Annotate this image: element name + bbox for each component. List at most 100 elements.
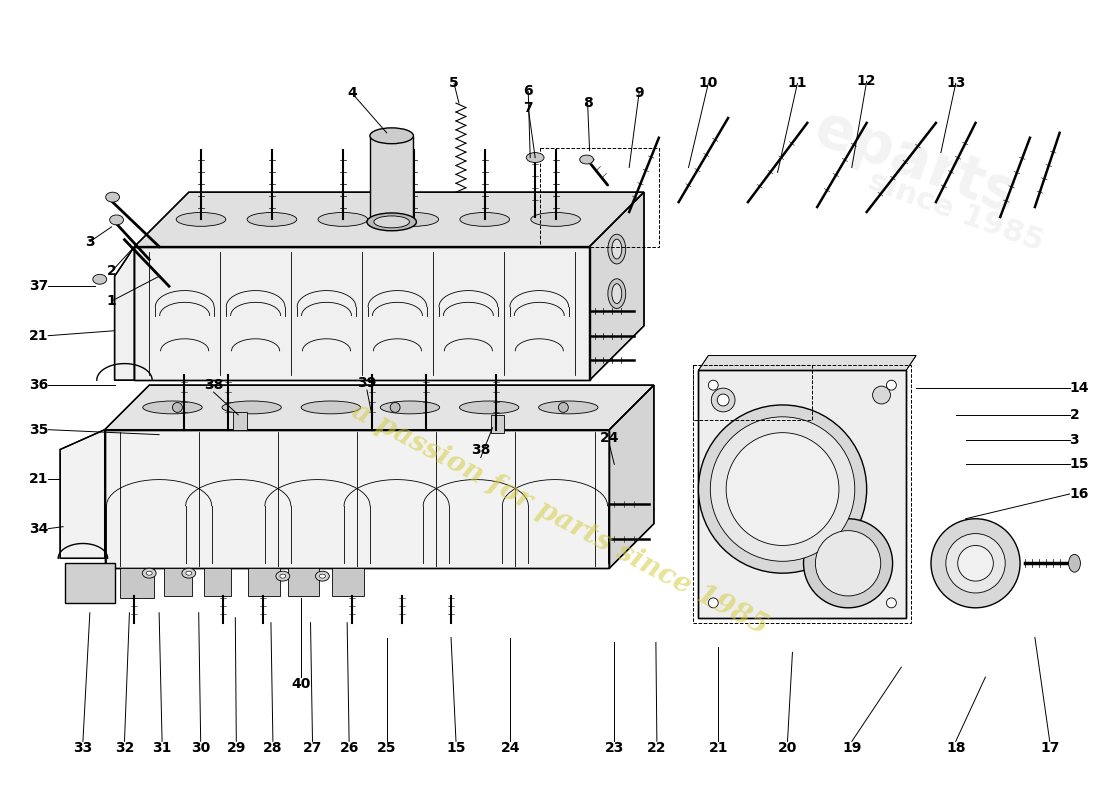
Ellipse shape (612, 239, 621, 259)
Text: 2: 2 (1069, 408, 1079, 422)
Ellipse shape (460, 213, 509, 226)
Circle shape (711, 417, 855, 562)
Text: 12: 12 (857, 74, 877, 88)
Ellipse shape (279, 574, 286, 578)
Ellipse shape (608, 278, 626, 309)
Text: 21: 21 (29, 472, 48, 486)
Circle shape (815, 530, 881, 596)
Text: 15: 15 (1069, 458, 1089, 471)
Circle shape (887, 598, 896, 608)
Ellipse shape (301, 401, 361, 414)
Text: 40: 40 (290, 677, 310, 691)
Bar (249, 568, 279, 596)
Circle shape (390, 402, 400, 412)
Ellipse shape (367, 213, 417, 230)
Text: since 1985: since 1985 (864, 166, 1047, 257)
Text: 14: 14 (1069, 381, 1089, 395)
Text: 17: 17 (1041, 742, 1059, 755)
Polygon shape (609, 385, 653, 568)
Bar (491, 415, 505, 433)
Polygon shape (104, 430, 609, 568)
Ellipse shape (276, 571, 289, 581)
Bar (693, 366, 812, 420)
Circle shape (726, 433, 839, 546)
Circle shape (173, 402, 183, 412)
Bar (332, 568, 364, 596)
Ellipse shape (460, 401, 519, 414)
Ellipse shape (608, 234, 626, 264)
Bar (540, 148, 659, 246)
Ellipse shape (110, 215, 123, 225)
Text: 38: 38 (204, 378, 223, 392)
Ellipse shape (222, 401, 282, 414)
Text: 23: 23 (605, 742, 624, 755)
Polygon shape (114, 246, 134, 380)
Text: 33: 33 (74, 742, 92, 755)
Ellipse shape (531, 213, 581, 226)
Text: 22: 22 (647, 742, 667, 755)
Text: 20: 20 (778, 742, 798, 755)
Text: 34: 34 (29, 522, 48, 536)
Bar (65, 563, 114, 603)
Ellipse shape (106, 192, 120, 202)
Bar (693, 366, 911, 622)
Circle shape (803, 518, 892, 608)
Polygon shape (134, 192, 644, 246)
Text: 24: 24 (600, 430, 619, 445)
Ellipse shape (182, 568, 196, 578)
Text: 35: 35 (29, 422, 48, 437)
Text: 31: 31 (153, 742, 172, 755)
Bar (233, 412, 248, 430)
Ellipse shape (612, 284, 621, 303)
Text: 19: 19 (843, 742, 861, 755)
Ellipse shape (316, 571, 329, 581)
Text: a passion for parts since 1985: a passion for parts since 1985 (348, 397, 772, 640)
Circle shape (887, 380, 896, 390)
Ellipse shape (539, 401, 598, 414)
Text: 6: 6 (524, 84, 534, 98)
Ellipse shape (319, 574, 326, 578)
Text: 3: 3 (85, 234, 95, 249)
Ellipse shape (186, 571, 191, 575)
Text: 26: 26 (340, 742, 359, 755)
Ellipse shape (580, 155, 594, 164)
Ellipse shape (176, 213, 226, 226)
Text: 8: 8 (583, 96, 593, 110)
Ellipse shape (142, 568, 156, 578)
Text: 29: 29 (227, 742, 246, 755)
Polygon shape (104, 385, 653, 430)
Text: 1: 1 (107, 294, 117, 308)
Text: 16: 16 (1069, 487, 1089, 501)
Text: 11: 11 (788, 76, 807, 90)
Circle shape (958, 546, 993, 581)
Text: 4: 4 (348, 86, 358, 100)
Circle shape (708, 598, 718, 608)
Text: 9: 9 (635, 86, 643, 100)
Text: 39: 39 (358, 376, 376, 390)
Ellipse shape (374, 216, 409, 228)
Ellipse shape (381, 401, 440, 414)
Ellipse shape (146, 571, 152, 575)
Text: 5: 5 (449, 76, 459, 90)
Ellipse shape (248, 213, 297, 226)
Polygon shape (590, 192, 644, 380)
Text: 32: 32 (114, 742, 134, 755)
Text: 18: 18 (946, 742, 966, 755)
Text: 2: 2 (107, 264, 117, 278)
Polygon shape (698, 370, 906, 618)
Ellipse shape (143, 401, 202, 414)
Text: 3: 3 (1069, 433, 1079, 446)
Bar (164, 568, 191, 596)
Text: 37: 37 (29, 279, 48, 293)
Text: 15: 15 (447, 742, 465, 755)
Text: eparts: eparts (806, 99, 1025, 226)
Circle shape (708, 380, 718, 390)
Circle shape (559, 402, 569, 412)
Circle shape (712, 388, 735, 412)
Text: 30: 30 (191, 742, 210, 755)
Bar (288, 568, 319, 596)
Text: 27: 27 (302, 742, 322, 755)
Polygon shape (60, 430, 104, 558)
Circle shape (872, 386, 890, 404)
Bar (120, 568, 154, 598)
